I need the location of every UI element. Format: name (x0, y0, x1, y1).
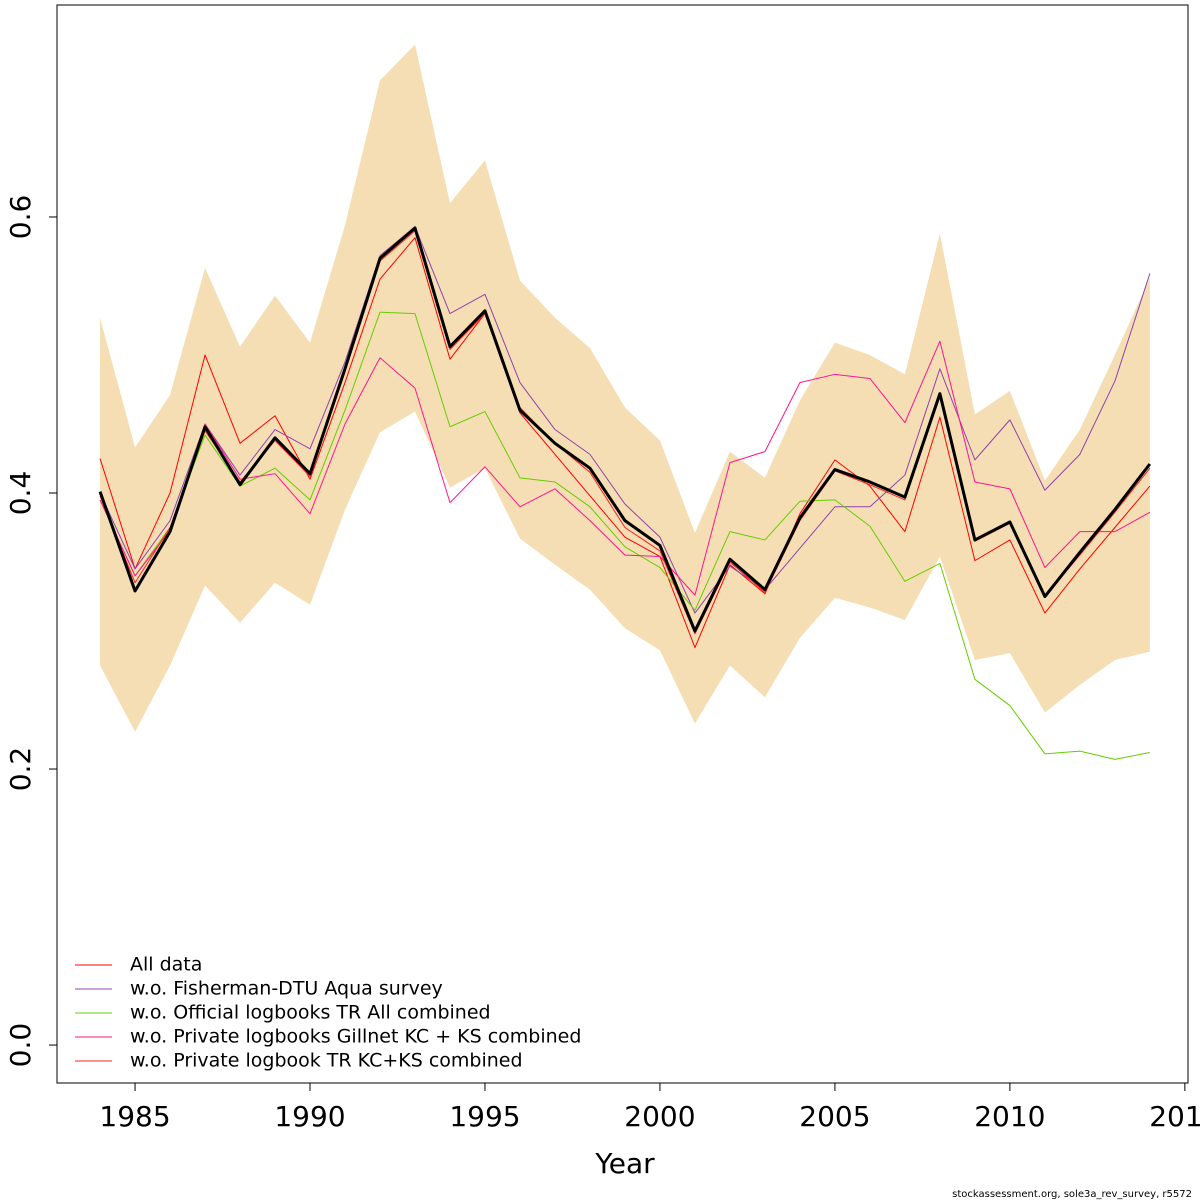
x-tick-label: 2005 (799, 1100, 870, 1133)
series-line (99, 340, 1151, 596)
y-tick-label: 0.0 (4, 1023, 37, 1068)
y-tick-label: 0.2 (4, 747, 37, 792)
plot-frame (56, 4, 1189, 1084)
series-line (99, 226, 1151, 614)
confidence-band (100, 44, 1150, 732)
legend-label: w.o. Private logbooks Gillnet KC + KS co… (130, 1026, 581, 1048)
x-tick-label: 2015 (1149, 1100, 1200, 1133)
legend-label: w.o. Private logbook TR KC+KS combined (130, 1050, 523, 1072)
legend-label: All data (130, 954, 202, 976)
legend-label: w.o. Official logbooks TR All combined (130, 1002, 491, 1024)
x-tick-label: 2010 (974, 1100, 1045, 1133)
legend-label: w.o. Fisherman-DTU Aqua survey (130, 978, 443, 1000)
x-tick-label: 1990 (274, 1100, 345, 1133)
series-line (99, 237, 1151, 649)
x-tick-label: 1995 (449, 1100, 520, 1133)
x-tick-label: 2000 (624, 1100, 695, 1133)
x-axis-label: Year (594, 1147, 655, 1180)
x-tick-label: 1985 (99, 1100, 170, 1133)
y-tick-label: 0.6 (4, 195, 37, 240)
y-tick-label: 0.4 (4, 471, 37, 516)
series-line (99, 311, 1150, 760)
footer: stockassessment.org, sole3a_rev_survey, … (952, 1189, 1192, 1200)
estimate-line (98, 226, 1152, 633)
